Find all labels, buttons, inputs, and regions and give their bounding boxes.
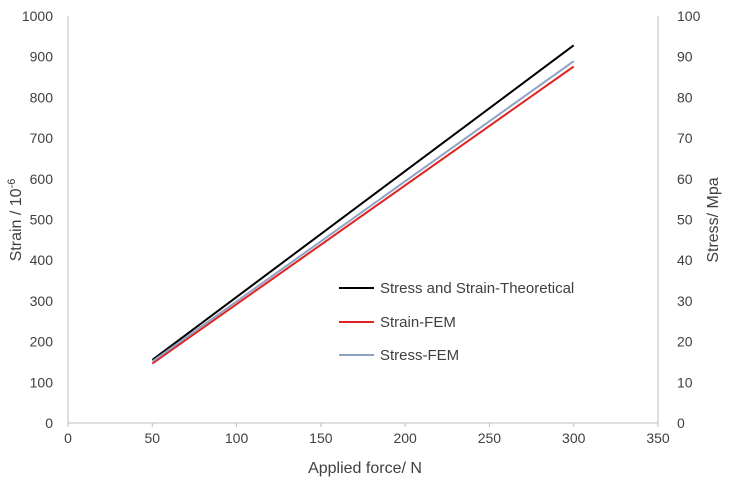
y-right-tick-label: 60 bbox=[677, 171, 693, 187]
y-right-tick-label: 40 bbox=[677, 252, 693, 268]
y-tick-label: 500 bbox=[30, 212, 54, 228]
x-tick-label: 350 bbox=[646, 430, 670, 446]
y-tick-label: 100 bbox=[30, 374, 54, 390]
x-tick-label: 100 bbox=[225, 430, 249, 446]
y-right-tick-label: 20 bbox=[677, 334, 693, 350]
y-right-tick-label: 100 bbox=[677, 8, 701, 24]
x-axis-title: Applied force/ N bbox=[308, 460, 422, 477]
y-tick-label: 600 bbox=[30, 171, 54, 187]
x-tick-label: 50 bbox=[144, 430, 160, 446]
y-tick-label: 300 bbox=[30, 293, 54, 309]
y-axis-left-title-main: Strain / 10 bbox=[8, 188, 25, 261]
y-tick-label: 900 bbox=[30, 49, 54, 65]
y-tick-label: 800 bbox=[30, 89, 54, 105]
y-axis-right-title: Stress/ Mpa bbox=[705, 177, 722, 262]
series-line-theoretical bbox=[151, 44, 575, 361]
legend-item-strain-fem: Strain-FEM bbox=[339, 314, 456, 331]
y-tick-label: 400 bbox=[30, 252, 54, 268]
y-right-tick-label: 30 bbox=[677, 293, 693, 309]
y-right-tick-labels: 0 10 20 30 40 50 60 70 80 90 100 bbox=[677, 8, 701, 431]
legend-item-stress-fem: Stress-FEM bbox=[339, 347, 459, 364]
y-right-tick-label: 70 bbox=[677, 130, 693, 146]
y-right-tick-label: 10 bbox=[677, 374, 693, 390]
y-right-tick-label: 90 bbox=[677, 49, 693, 65]
x-tick-label: 300 bbox=[562, 430, 586, 446]
y-axis-left-title: Strain / 10-6 bbox=[6, 179, 25, 262]
x-tick-labels: 0 50 100 150 200 250 300 350 bbox=[64, 423, 670, 446]
series-line-strain-fem bbox=[151, 65, 575, 365]
axes bbox=[67, 16, 659, 424]
y-right-tick-label: 80 bbox=[677, 89, 693, 105]
legend-label-theoretical: Stress and Strain-Theoretical bbox=[380, 280, 574, 297]
series-lines bbox=[151, 44, 575, 365]
x-tick-label: 0 bbox=[64, 430, 72, 446]
legend-label-stress-fem: Stress-FEM bbox=[380, 347, 459, 364]
x-tick-label: 150 bbox=[309, 430, 333, 446]
y-tick-label: 700 bbox=[30, 130, 54, 146]
y-tick-label: 1000 bbox=[22, 8, 53, 24]
y-tick-labels: 0 100 200 300 400 500 600 700 800 900 1000 bbox=[22, 8, 53, 431]
y-tick-label: 0 bbox=[45, 415, 53, 431]
legend-item-theoretical: Stress and Strain-Theoretical bbox=[339, 280, 574, 297]
legend: Stress and Strain-Theoretical Strain-FEM… bbox=[339, 280, 574, 364]
x-tick-label: 250 bbox=[478, 430, 502, 446]
y-tick-label: 200 bbox=[30, 334, 54, 350]
series-line-stress-fem bbox=[151, 60, 575, 363]
y-axis-left-title-exponent: -6 bbox=[6, 179, 18, 189]
legend-label-strain-fem: Strain-FEM bbox=[380, 314, 456, 331]
y-right-tick-label: 0 bbox=[677, 415, 685, 431]
x-tick-label: 200 bbox=[393, 430, 417, 446]
y-right-tick-label: 50 bbox=[677, 212, 693, 228]
